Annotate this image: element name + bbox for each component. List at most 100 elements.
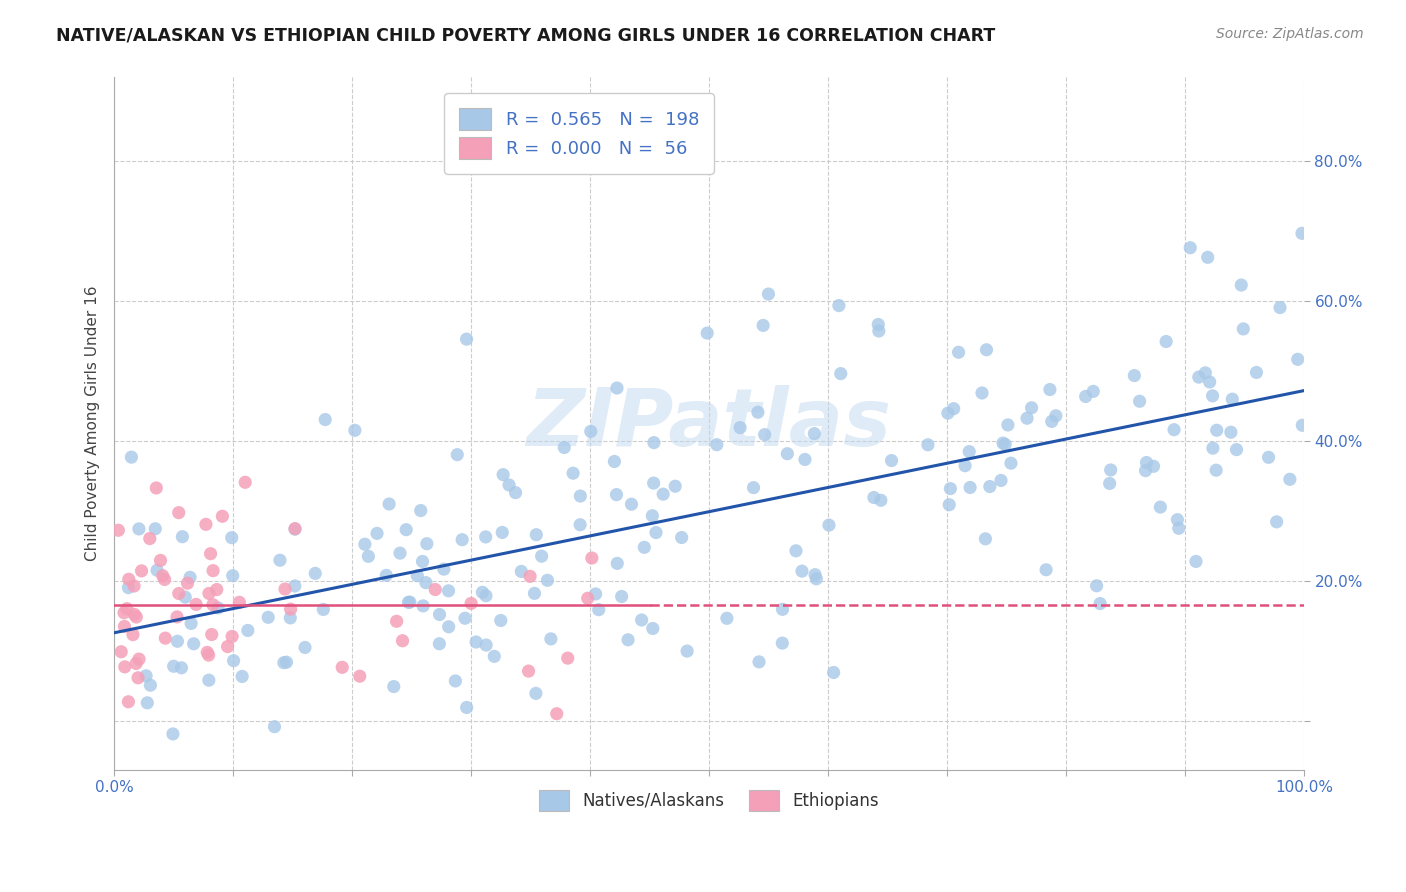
Point	[118, 572, 141, 586]
Point	[869, 493, 891, 508]
Point	[1035, 563, 1057, 577]
Point	[1074, 389, 1097, 403]
Point	[942, 401, 965, 416]
Point	[1083, 384, 1105, 399]
Point	[221, 531, 243, 545]
Point	[197, 648, 219, 662]
Point	[1232, 322, 1254, 336]
Point	[948, 345, 970, 359]
Point	[540, 632, 562, 646]
Point	[716, 611, 738, 625]
Point	[557, 651, 579, 665]
Point	[284, 579, 307, 593]
Point	[706, 438, 728, 452]
Point	[828, 299, 851, 313]
Point	[416, 537, 439, 551]
Point	[200, 547, 222, 561]
Point	[776, 447, 799, 461]
Point	[536, 574, 558, 588]
Point	[953, 458, 976, 473]
Point	[1180, 241, 1202, 255]
Point	[489, 614, 512, 628]
Point	[1142, 459, 1164, 474]
Point	[131, 564, 153, 578]
Point	[149, 553, 172, 567]
Point	[936, 406, 959, 420]
Point	[728, 420, 751, 434]
Point	[633, 541, 655, 555]
Point	[641, 622, 664, 636]
Point	[652, 487, 675, 501]
Point	[863, 491, 886, 505]
Point	[1167, 521, 1189, 535]
Text: ZIPatlas: ZIPatlas	[527, 384, 891, 463]
Point	[806, 572, 828, 586]
Point	[785, 543, 807, 558]
Point	[236, 624, 259, 638]
Point	[818, 518, 841, 533]
Point	[114, 660, 136, 674]
Point	[1202, 441, 1225, 455]
Y-axis label: Child Poverty Among Girls Under 16: Child Poverty Among Girls Under 16	[86, 286, 100, 561]
Point	[643, 435, 665, 450]
Point	[143, 522, 166, 536]
Point	[1197, 250, 1219, 264]
Point	[830, 367, 852, 381]
Point	[1085, 579, 1108, 593]
Point	[530, 549, 553, 564]
Point	[233, 475, 256, 490]
Point	[523, 586, 546, 600]
Point	[427, 637, 450, 651]
Point	[880, 453, 903, 467]
Point	[938, 498, 960, 512]
Point	[471, 585, 494, 599]
Point	[1225, 442, 1247, 457]
Point	[603, 454, 626, 468]
Point	[415, 575, 437, 590]
Point	[1098, 476, 1121, 491]
Point	[146, 563, 169, 577]
Point	[505, 485, 527, 500]
Point	[1149, 500, 1171, 514]
Point	[1135, 464, 1157, 478]
Point	[748, 655, 770, 669]
Point	[606, 557, 628, 571]
Point	[617, 632, 640, 647]
Point	[747, 405, 769, 419]
Point	[1166, 513, 1188, 527]
Point	[454, 611, 477, 625]
Point	[1205, 463, 1227, 477]
Point	[228, 595, 250, 609]
Point	[676, 644, 699, 658]
Point	[312, 602, 335, 616]
Point	[569, 517, 592, 532]
Point	[284, 522, 307, 536]
Point	[112, 619, 135, 633]
Point	[979, 479, 1001, 493]
Point	[128, 522, 150, 536]
Point	[794, 452, 817, 467]
Point	[645, 525, 668, 540]
Point	[465, 635, 488, 649]
Point	[139, 678, 162, 692]
Point	[519, 569, 541, 583]
Text: Source: ZipAtlas.com: Source: ZipAtlas.com	[1216, 27, 1364, 41]
Point	[211, 509, 233, 524]
Point	[620, 497, 643, 511]
Point	[576, 591, 599, 606]
Point	[170, 661, 193, 675]
Point	[166, 634, 188, 648]
Point	[1257, 450, 1279, 465]
Point	[201, 598, 224, 612]
Point	[231, 669, 253, 683]
Point	[460, 596, 482, 610]
Point	[195, 645, 218, 659]
Point	[957, 444, 980, 458]
Point	[284, 522, 307, 536]
Point	[790, 564, 813, 578]
Point	[1163, 423, 1185, 437]
Point	[124, 607, 146, 622]
Point	[280, 602, 302, 616]
Point	[630, 613, 652, 627]
Point	[1246, 366, 1268, 380]
